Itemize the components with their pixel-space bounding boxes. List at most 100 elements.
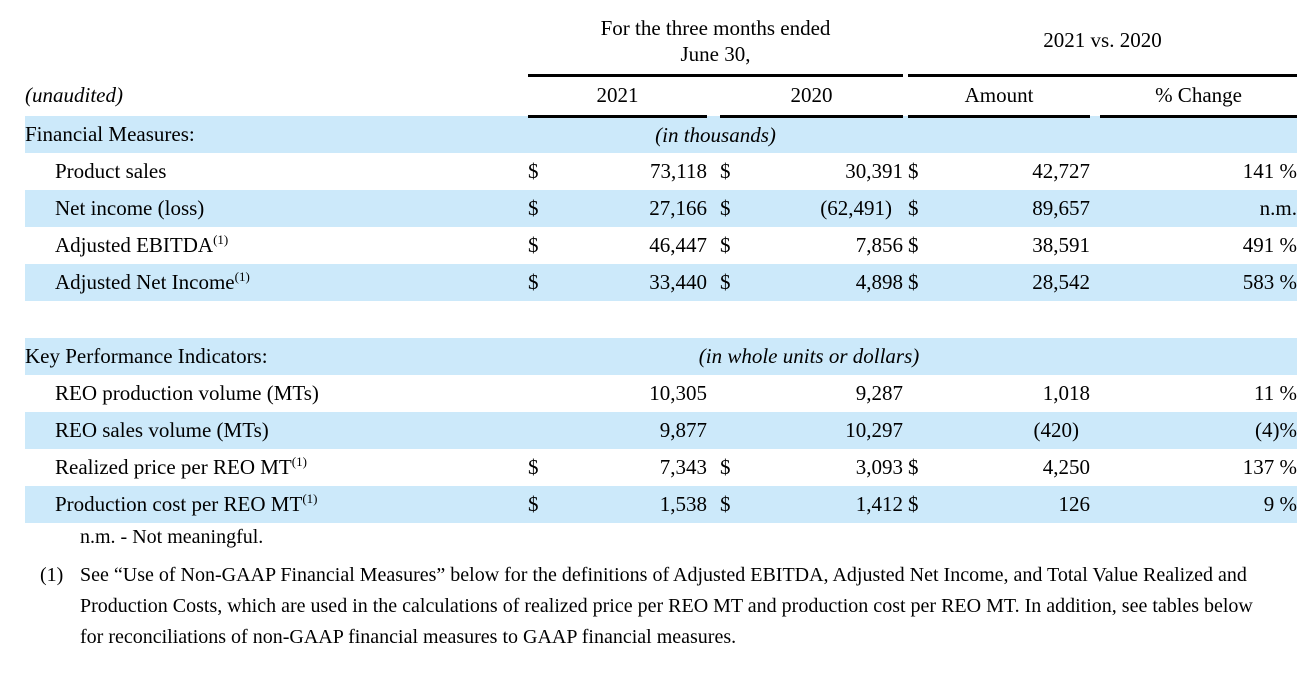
section-label: Key Performance Indicators: xyxy=(25,344,268,368)
comparison-group-header: 2021 vs. 2020 xyxy=(908,8,1298,77)
footnote-1-text: See “Use of Non-GAAP Financial Measures”… xyxy=(80,564,1253,648)
footnote-ref: (1) xyxy=(302,491,318,506)
value-2020: 7,856 xyxy=(855,233,904,257)
value-pct-change: 583 % xyxy=(1242,270,1298,294)
unit-note-whole-units: (in whole units or dollars) xyxy=(698,344,920,368)
dollar-sign xyxy=(528,412,560,449)
value-amount: 38,591 xyxy=(1032,233,1091,257)
footnote-ref: (1) xyxy=(213,232,229,247)
period-header-line2: June 30, xyxy=(680,41,751,66)
section-label: Financial Measures: xyxy=(25,122,195,146)
footnote-1-marker: (1) xyxy=(40,564,64,586)
value-2021: 7,343 xyxy=(659,455,707,479)
section-row-key-performance-indicators: Key Performance Indicators: (in whole un… xyxy=(25,338,1298,375)
group-header-row: For the three months ended June 30, 2021… xyxy=(25,8,1298,77)
unit-note-thousands: (in thousands) xyxy=(655,122,776,147)
footnote-1: (1) See “Use of Non-GAAP Financial Measu… xyxy=(40,560,1255,653)
table-row-production-cost: Production cost per REO MT(1) $ 1,538 $ … xyxy=(25,486,1298,523)
value-2021: 1,538 xyxy=(659,492,707,516)
col-header-pct-change: % Change xyxy=(1100,75,1298,118)
value-2021: 27,166 xyxy=(649,196,707,220)
section-row-financial-measures: Financial Measures: (in thousands) xyxy=(25,116,1298,153)
value-amount: 1,018 xyxy=(1042,381,1091,405)
col-header-amount: Amount xyxy=(908,75,1091,118)
dollar-sign: $ xyxy=(720,159,731,183)
footnote-ref: (1) xyxy=(291,454,307,469)
col-header-2021: 2021 xyxy=(528,75,707,118)
value-2020: 1,412 xyxy=(855,492,904,516)
dollar-sign: $ xyxy=(720,196,731,220)
dollar-sign xyxy=(720,375,756,412)
dollar-sign: $ xyxy=(908,159,919,183)
table-row-reo-sales-volume: REO sales volume (MTs) 9,877 10,297 (420… xyxy=(25,412,1298,449)
table-row-realized-price: Realized price per REO MT(1) $ 7,343 $ 3… xyxy=(25,449,1297,486)
dollar-sign: $ xyxy=(908,492,919,516)
row-label: Net income (loss) xyxy=(55,196,205,220)
unaudited-label: (unaudited) xyxy=(25,83,123,107)
value-2021: 9,877 xyxy=(659,418,707,442)
value-2020: 10,297 xyxy=(845,418,904,442)
dollar-sign: $ xyxy=(528,455,539,479)
dollar-sign xyxy=(908,375,944,412)
value-2020: 3,093 xyxy=(855,455,904,479)
dollar-sign: $ xyxy=(720,270,731,294)
dollar-sign xyxy=(720,412,756,449)
value-pct-change: 9 % xyxy=(1263,492,1298,516)
value-amount: 28,542 xyxy=(1032,270,1091,294)
value-pct-change: 141 % xyxy=(1242,159,1298,183)
financial-results-table: For the three months ended June 30, 2021… xyxy=(25,8,1298,523)
dollar-sign: $ xyxy=(720,492,731,516)
table-row-net-income: Net income (loss) $ 27,166 $ (62,491) $ … xyxy=(25,190,1298,227)
value-amount: 42,727 xyxy=(1032,159,1091,183)
row-label: Production cost per REO MT(1) xyxy=(55,491,318,516)
table-row-adjusted-net-income: Adjusted Net Income(1) $ 33,440 $ 4,898 … xyxy=(25,264,1298,301)
row-label: REO production volume (MTs) xyxy=(55,381,319,405)
row-label: Product sales xyxy=(55,159,167,183)
value-amount: 89,657 xyxy=(1032,196,1091,220)
value-pct-change: 491 % xyxy=(1242,233,1298,257)
dollar-sign: $ xyxy=(528,196,539,220)
value-pct-change: n.m. xyxy=(1259,196,1298,220)
period-group-header: For the three months ended June 30, xyxy=(528,8,904,77)
corner-blank xyxy=(25,8,528,75)
table-row-adjusted-ebitda: Adjusted EBITDA(1) $ 46,447 $ 7,856 $ 38… xyxy=(25,227,1297,264)
dollar-sign xyxy=(908,412,944,449)
value-2021: 46,447 xyxy=(649,233,707,257)
value-2020: 30,391 xyxy=(845,159,904,183)
column-header-row: (unaudited) 2021 2020 Amount % Change xyxy=(25,75,1298,118)
dollar-sign xyxy=(528,375,560,412)
dollar-sign: $ xyxy=(528,233,539,257)
dollar-sign: $ xyxy=(528,270,539,294)
row-label: Adjusted Net Income(1) xyxy=(55,269,250,294)
value-pct-change: (4)% xyxy=(1255,418,1298,442)
value-pct-change: 137 % xyxy=(1242,455,1298,479)
value-amount: 4,250 xyxy=(1042,455,1091,479)
col-header-2020: 2020 xyxy=(720,75,904,118)
section-gap-row xyxy=(25,301,1297,338)
dollar-sign: $ xyxy=(908,233,919,257)
value-pct-change: 11 % xyxy=(1254,381,1298,405)
dollar-sign: $ xyxy=(720,233,731,257)
value-2021: 33,440 xyxy=(649,270,707,294)
value-2021: 10,305 xyxy=(649,381,707,405)
table-row-reo-production-volume: REO production volume (MTs) 10,305 9,287… xyxy=(25,375,1297,412)
footnote-ref: (1) xyxy=(234,269,250,284)
dollar-sign: $ xyxy=(528,159,539,183)
dollar-sign: $ xyxy=(908,455,919,479)
period-header-line1: For the three months ended xyxy=(600,15,831,40)
dollar-sign: $ xyxy=(528,492,539,516)
row-label: Realized price per REO MT(1) xyxy=(55,454,307,479)
value-2020: (62,491) xyxy=(820,196,893,220)
nm-note: n.m. - Not meaningful. xyxy=(80,526,264,548)
value-2020: 4,898 xyxy=(855,270,904,294)
dollar-sign: $ xyxy=(720,455,731,479)
value-amount: (420) xyxy=(1033,418,1080,442)
table-row-product-sales: Product sales $ 73,118 $ 30,391 $ 42,727… xyxy=(25,153,1297,190)
value-2021: 73,118 xyxy=(650,159,707,183)
dollar-sign: $ xyxy=(908,270,919,294)
row-label: REO sales volume (MTs) xyxy=(55,418,269,442)
dollar-sign: $ xyxy=(908,196,919,220)
value-2020: 9,287 xyxy=(855,381,904,405)
row-label: Adjusted EBITDA(1) xyxy=(55,232,229,257)
